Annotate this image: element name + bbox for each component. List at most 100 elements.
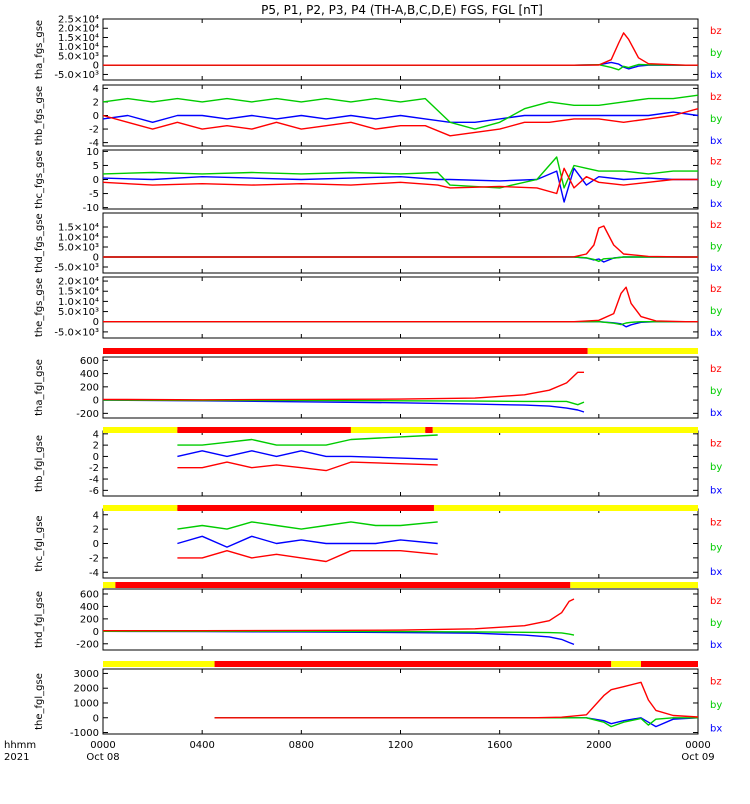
y-tick-label: 400: [80, 369, 99, 380]
y-tick-label: -4: [89, 568, 99, 579]
legend-bx: bx: [710, 640, 722, 651]
legend-bx: bx: [710, 408, 722, 419]
y-tick-label: 0: [93, 111, 99, 122]
legend-bx: bx: [710, 328, 722, 339]
legend-by: by: [710, 178, 722, 189]
y-tick-label: 5.0×10³: [58, 51, 99, 62]
y-tick-label: 2: [93, 97, 99, 108]
panel-frame: [102, 668, 699, 735]
x-tick-label: 1200: [388, 740, 413, 751]
legend-bz: bz: [710, 157, 722, 168]
y-tick-label: -5.0×10³: [54, 263, 99, 274]
status-bar-segment: [640, 661, 698, 667]
legend-bx: bx: [710, 70, 722, 81]
y-tick-label: -4: [89, 138, 99, 149]
series-line-bx: [102, 111, 699, 124]
y-tick-label: -5.0×10³: [54, 70, 99, 81]
status-bar-segment: [433, 505, 698, 511]
y-tick-label: 5.0×10³: [58, 243, 99, 254]
y-tick-label: 10: [86, 147, 99, 158]
series-line-bz: [103, 598, 575, 632]
y-tick-label: 1.0×10⁴: [58, 42, 99, 53]
y-tick-label: 600: [80, 356, 99, 367]
legend-bz: bz: [710, 517, 722, 528]
status-bar-segment: [177, 427, 351, 433]
legend-bz: bz: [710, 439, 722, 450]
x-row-label: 2021: [4, 752, 29, 763]
series-line-bx: [177, 450, 438, 460]
x-tick-label: 2000: [586, 740, 611, 751]
y-tick-label: -200: [76, 639, 99, 650]
series-line-bz: [102, 167, 698, 195]
panel-frame: [102, 149, 699, 210]
y-axis-label: thb_fgl_gse: [34, 435, 45, 492]
y-tick-label: -5: [89, 189, 99, 200]
y-tick-label: 200: [80, 614, 99, 625]
y-tick-label: -10: [83, 203, 99, 214]
series-line-bz: [103, 286, 698, 323]
y-tick-label: 5: [93, 161, 99, 172]
legend-by: by: [710, 48, 722, 59]
series-line-bz: [102, 371, 584, 401]
status-bar-segment: [103, 348, 588, 354]
legend-by: by: [710, 386, 722, 397]
y-tick-label: -6: [89, 486, 99, 497]
y-tick-label: -4: [89, 475, 99, 486]
legend-bz: bz: [710, 26, 722, 37]
series-line-by: [102, 156, 698, 189]
y-tick-label: 5.0×10³: [58, 307, 99, 318]
y-axis-label: thb_fgs_gse: [34, 86, 45, 145]
y-tick-label: 2.0×10⁴: [58, 24, 99, 35]
chart-title: P5, P1, P2, P3, P4 (TH-A,B,C,D,E) FGS, F…: [261, 3, 543, 17]
y-tick-label: -2: [89, 553, 99, 564]
series-line-bz: [103, 32, 698, 66]
y-tick-label: 1.0×10⁴: [58, 233, 99, 244]
legend-bx: bx: [710, 567, 722, 578]
y-tick-label: 0: [93, 713, 99, 724]
series-line-by: [177, 434, 438, 446]
y-tick-label: 3000: [74, 669, 99, 680]
y-tick-label: 1.5×10⁴: [58, 287, 99, 298]
status-bar-segment: [103, 661, 215, 667]
y-axis-label: thc_fgs_gse: [34, 150, 45, 209]
y-tick-label: 4: [93, 510, 99, 521]
y-axis-label: thd_fgs_gse: [34, 213, 45, 272]
status-bar-segment: [611, 661, 641, 667]
legend-bx: bx: [710, 724, 722, 735]
series-line-by: [103, 630, 575, 636]
series-line-by: [214, 717, 698, 728]
series-line-bx: [103, 256, 698, 263]
y-tick-label: -1000: [70, 728, 99, 739]
status-bar-segment: [103, 582, 116, 588]
x-date-label: Oct 08: [86, 752, 119, 763]
x-tick-label: 0000: [685, 740, 710, 751]
status-bar-segment: [214, 661, 612, 667]
legend-bz: bz: [710, 677, 722, 688]
y-tick-label: 400: [80, 602, 99, 613]
legend-by: by: [710, 462, 722, 473]
y-axis-label: thc_fgl_gse: [34, 515, 45, 571]
y-tick-label: 200: [80, 382, 99, 393]
legend-bz: bz: [710, 220, 722, 231]
series-line-bz: [103, 225, 698, 258]
status-bar-segment: [177, 505, 434, 511]
series-line-bx: [102, 630, 575, 646]
status-bar-segment: [425, 427, 433, 433]
y-tick-label: 4: [93, 429, 99, 440]
y-tick-label: 1.5×10⁴: [58, 223, 99, 234]
panel-frame: [102, 212, 699, 274]
y-tick-label: 1.0×10⁴: [58, 297, 99, 308]
y-tick-label: 2: [93, 525, 99, 536]
y-tick-label: -2: [89, 125, 99, 136]
legend-bx: bx: [710, 486, 722, 497]
legend-bx: bx: [710, 263, 722, 274]
y-tick-label: 0: [93, 539, 99, 550]
status-bar-segment: [570, 582, 698, 588]
y-tick-label: 600: [80, 589, 99, 600]
panel-frame: [102, 508, 699, 579]
y-tick-label: -5.0×10³: [54, 327, 99, 338]
legend-bx: bx: [710, 199, 722, 210]
series-line-bx: [102, 167, 698, 203]
y-tick-label: -200: [76, 409, 99, 420]
